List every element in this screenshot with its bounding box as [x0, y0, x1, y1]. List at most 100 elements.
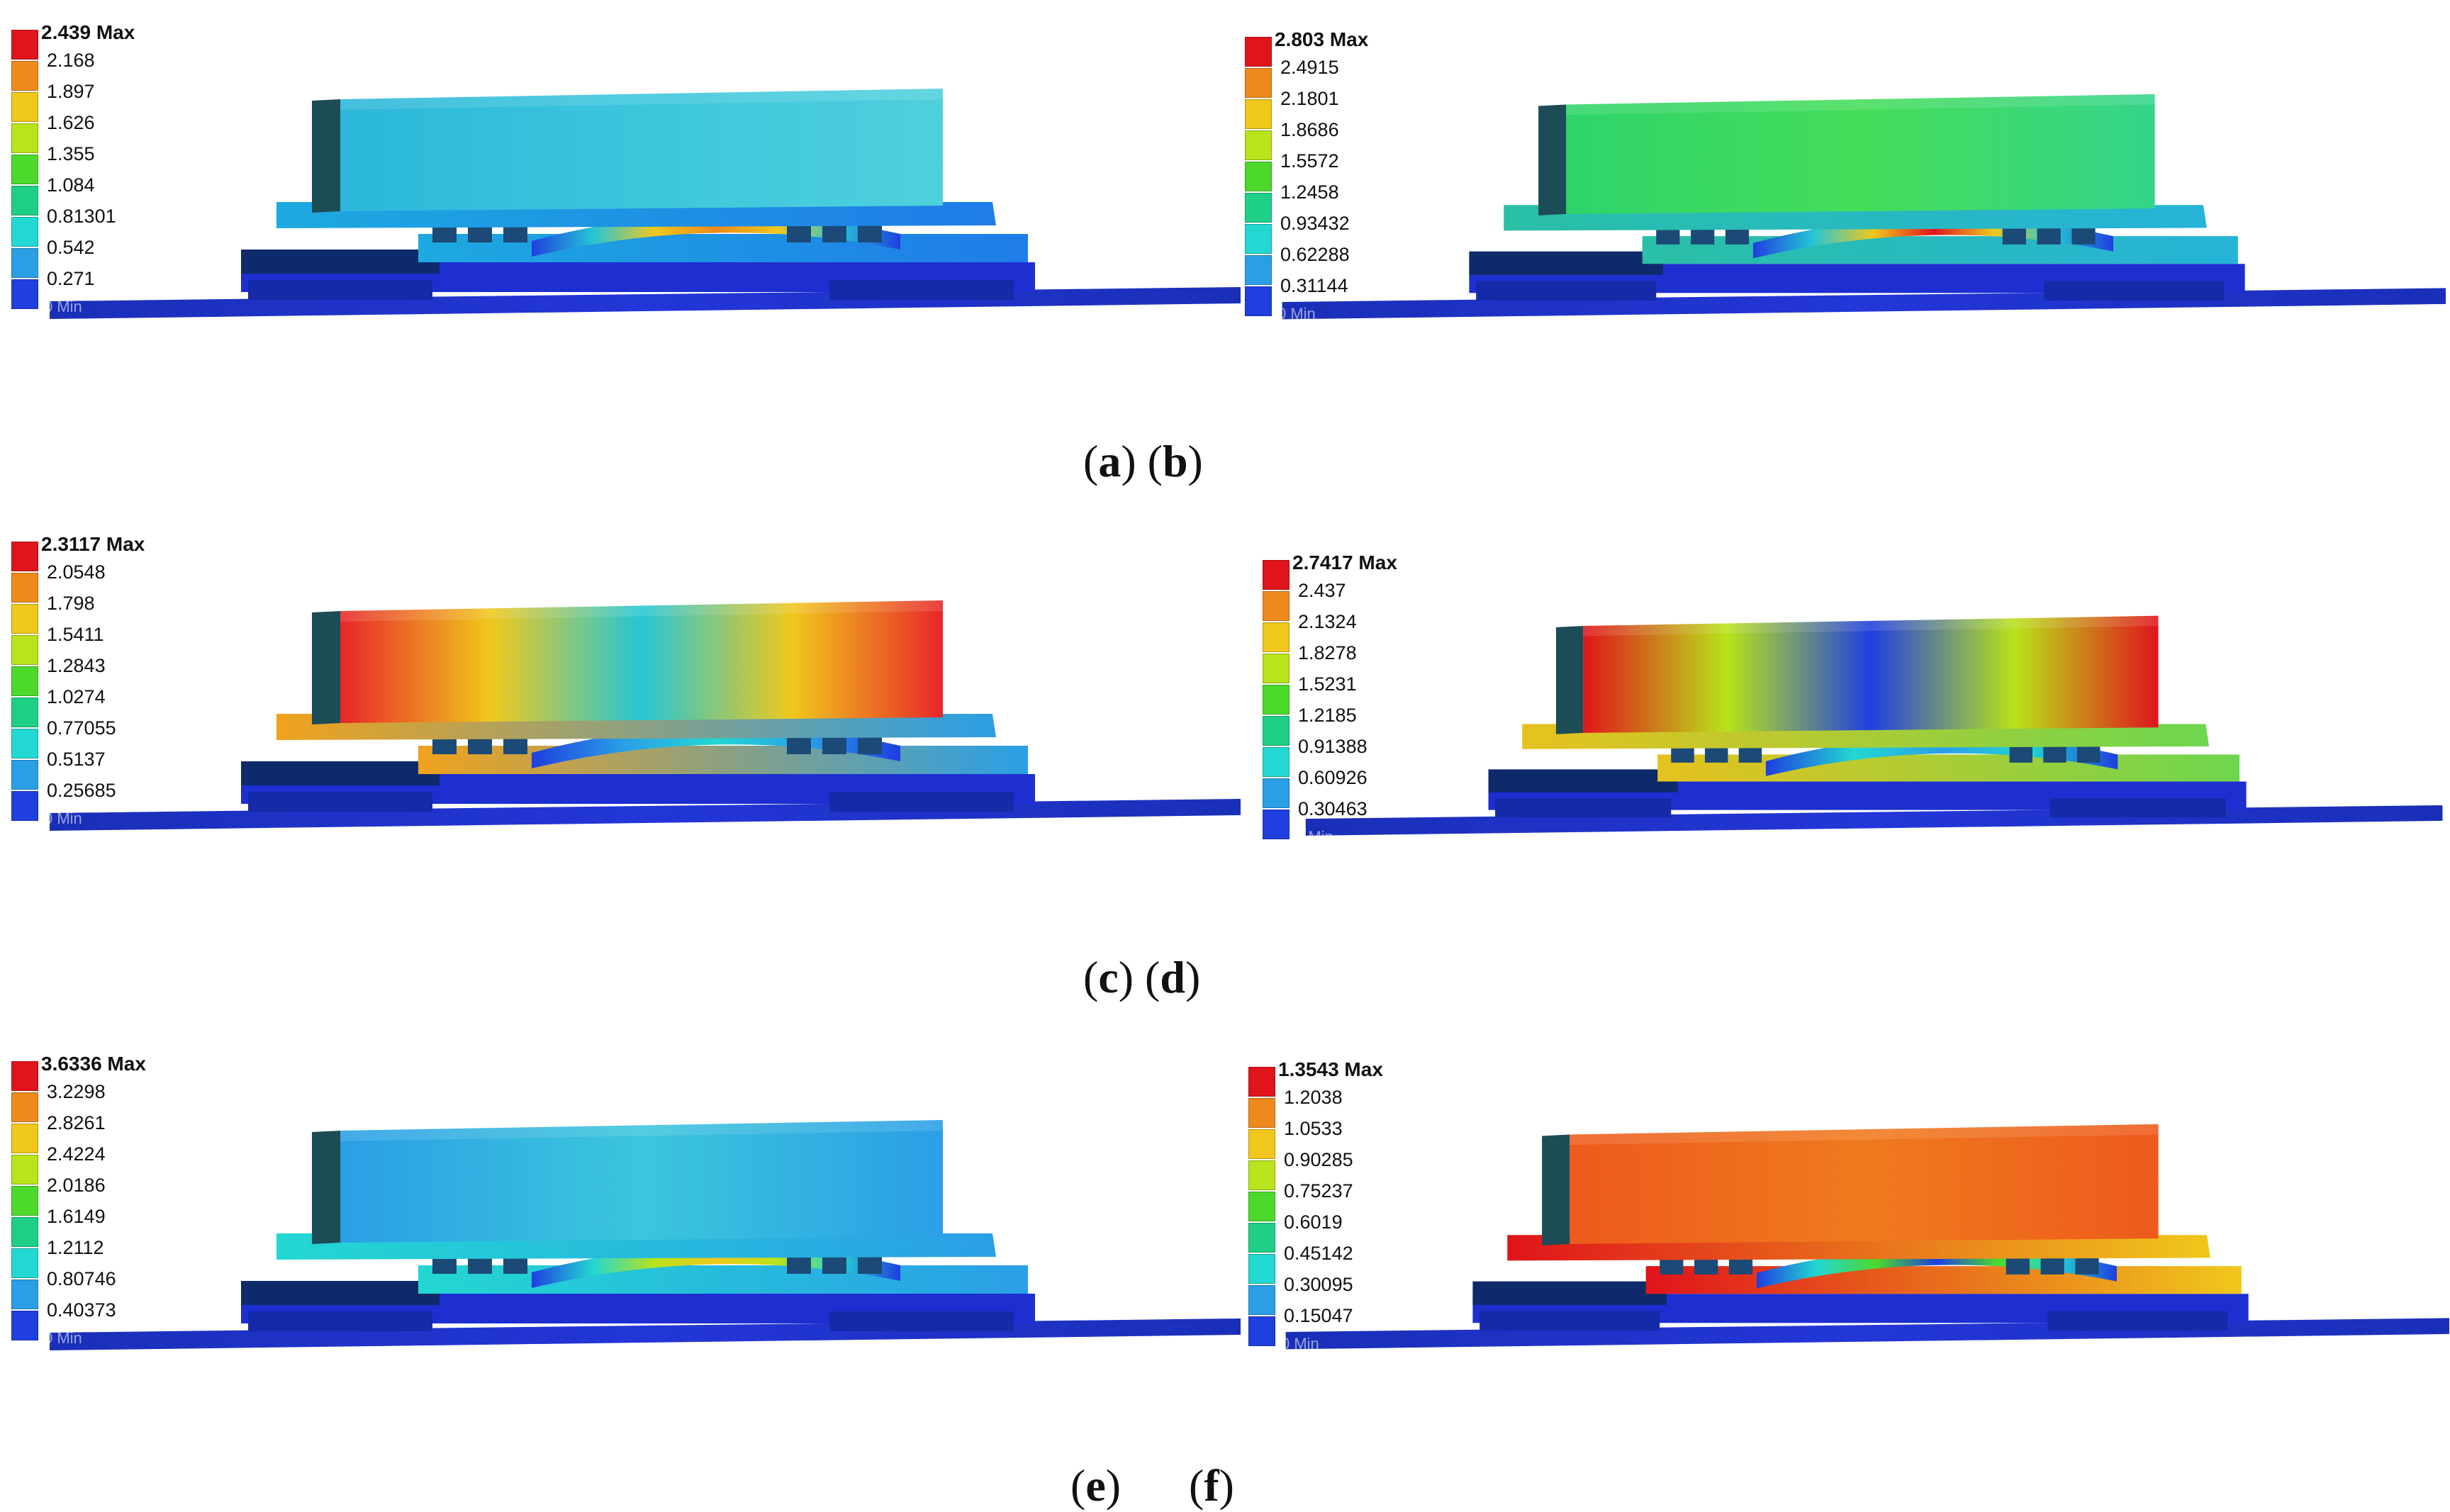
- legend-level-label: 0.31144: [1280, 275, 1348, 296]
- connector-6: [858, 225, 882, 242]
- caption-letter-d: d: [1160, 952, 1185, 1002]
- legend-level-label: 1.2038: [1284, 1087, 1343, 1108]
- legend-swatch: [1263, 810, 1290, 839]
- legend-level-label: 2.8261: [47, 1112, 106, 1133]
- legend-swatch: [11, 791, 38, 821]
- connector-1: [1671, 746, 1694, 763]
- caption-paren: (: [1083, 952, 1099, 1002]
- main-beam: [1566, 94, 2155, 214]
- legend-min-label: 0 Min: [1295, 828, 1333, 846]
- legend-level-label: 1.5411: [47, 624, 104, 645]
- legend-swatch: [1245, 99, 1272, 129]
- legend-level-label: 1.6149: [47, 1206, 106, 1227]
- legend-swatch: [11, 1311, 38, 1340]
- legend-level-label: 0.6019: [1284, 1211, 1343, 1233]
- legend-level-label: 1.0274: [47, 686, 106, 707]
- connector-5: [822, 225, 846, 242]
- caption-row-3: (e) (f): [1048, 1407, 1234, 1512]
- legend-swatch: [11, 1186, 38, 1216]
- legend-level-label: 1.2185: [1298, 705, 1357, 726]
- legend-swatch: [1263, 591, 1290, 621]
- legend-swatch: [11, 635, 38, 665]
- legend-level-label: 0.40373: [47, 1299, 116, 1321]
- legend-swatch: [11, 666, 38, 696]
- deformation-plot: [50, 600, 1241, 831]
- legend-swatch: [1248, 1067, 1275, 1097]
- base-plate-left: [1472, 1281, 1667, 1305]
- legend-swatch: [1263, 716, 1290, 746]
- panel-b: 2.803 Max 2.4915 2.1801 1.8686 1.5572 1.2458 0…: [1241, 28, 2446, 333]
- caption-paren: (: [1070, 1460, 1086, 1511]
- connector-4: [2006, 1258, 2030, 1275]
- legend-swatch: [1248, 1285, 1275, 1315]
- beam-end-plate: [1542, 1134, 1570, 1245]
- main-beam: [340, 1120, 943, 1243]
- connector-6: [2071, 228, 2096, 245]
- legend-min-label: 0 Min: [44, 1329, 82, 1347]
- panel-c: 2.3117 Max 2.0548 1.798 1.5411 1.2843 1.0274 0…: [7, 533, 1241, 845]
- legend-swatch: [11, 279, 38, 309]
- connector-2: [468, 1257, 492, 1274]
- legend-swatch: [11, 248, 38, 278]
- legend-swatch: [11, 573, 38, 603]
- beam-top-highlight: [1570, 1124, 2159, 1146]
- beam-end-plate: [312, 99, 340, 213]
- legend-e: 3.6336 Max 3.2298 2.8261 2.4224 2.0186 1.6149…: [11, 1053, 210, 1357]
- legend-swatch: [1248, 1254, 1275, 1284]
- legend-level-label: 2.1801: [1280, 88, 1339, 109]
- base-plate-left: [241, 250, 440, 274]
- caption-letter-c: c: [1098, 952, 1119, 1002]
- caption-paren: (: [1083, 436, 1099, 486]
- legend-b: 2.803 Max 2.4915 2.1801 1.8686 1.5572 1.2458 0…: [1245, 28, 1443, 333]
- legend-swatch: [1245, 37, 1272, 67]
- legend-level-label: 1.798: [47, 593, 95, 614]
- lower-foot-right: [2047, 1311, 2228, 1331]
- legend-level-label: 2.4915: [1280, 57, 1339, 78]
- legend-level-label: 1.5572: [1280, 150, 1339, 172]
- legend-d: 2.7417 Max 2.437 2.1324 1.8278 1.5231 1.2185 0…: [1263, 551, 1461, 856]
- beam-end-plate: [312, 611, 340, 724]
- connector-6: [2077, 746, 2101, 763]
- caption-letter-b: b: [1162, 436, 1188, 486]
- legend-level-label: 2.168: [47, 50, 95, 71]
- legend-level-label: 0.30463: [1298, 798, 1367, 819]
- connector-1: [432, 225, 457, 242]
- lower-foot-right: [2049, 798, 2226, 818]
- caption-paren: ) (: [1121, 436, 1163, 486]
- legend-swatch: [1248, 1316, 1275, 1346]
- legend-swatch: [1248, 1160, 1275, 1190]
- connector-2: [1694, 1258, 1718, 1275]
- legend-swatch: [11, 1092, 38, 1122]
- legend-swatch: [1263, 622, 1290, 652]
- lower-foot-left: [1495, 798, 1672, 818]
- legend-level-label: 0.45142: [1284, 1243, 1353, 1264]
- legend-level-label: 1.8686: [1280, 119, 1339, 140]
- legend-min-label: 0 Min: [44, 298, 82, 315]
- legend-swatch: [1248, 1192, 1275, 1221]
- legend-swatch: [1245, 162, 1272, 191]
- legend-level-label: 0.90285: [1284, 1149, 1353, 1170]
- legend-level-label: 0.30095: [1284, 1274, 1353, 1295]
- connector-4: [787, 737, 811, 754]
- legend-c: 2.3117 Max 2.0548 1.798 1.5411 1.2843 1.0274 0…: [11, 533, 210, 838]
- legend-min-label: 0 Min: [1277, 305, 1316, 323]
- legend-swatch: [1245, 193, 1272, 223]
- legend-min-label: 0 Min: [1281, 1335, 1319, 1353]
- connector-3: [1728, 1258, 1753, 1275]
- deformation-plot: [1282, 94, 2446, 320]
- caption-row-2: (c) (d): [1061, 899, 1200, 1004]
- main-beam: [1583, 615, 2159, 733]
- legend-level-label: 1.8278: [1298, 642, 1357, 663]
- lower-foot-left: [248, 280, 432, 300]
- connector-6: [858, 737, 882, 754]
- deformation-plot: [1305, 615, 2443, 836]
- connector-2: [1705, 746, 1728, 763]
- legend-swatch: [11, 61, 38, 91]
- lower-foot-right: [829, 792, 1014, 812]
- connector-2: [1691, 228, 1715, 245]
- legend-swatch: [11, 698, 38, 727]
- legend-level-label: 0.542: [47, 237, 95, 258]
- base-plate-left: [1488, 769, 1678, 793]
- legend-level-label: 2.0186: [47, 1175, 106, 1196]
- legend-level-label: 1.2112: [47, 1237, 104, 1258]
